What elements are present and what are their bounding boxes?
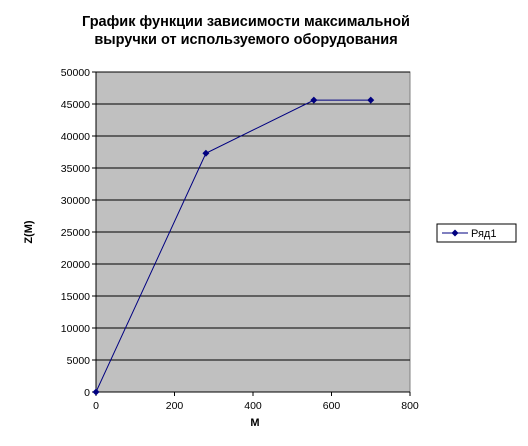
x-tick-label: 600	[323, 400, 341, 412]
x-tick-label: 400	[244, 400, 262, 412]
y-tick-label: 15000	[61, 291, 90, 303]
y-axis-label: Z(M)	[23, 220, 35, 244]
series-line	[95, 99, 371, 393]
y-tick-label: 10000	[61, 323, 90, 335]
chart-title-line-2: выручки от используемого оборудования	[94, 32, 397, 48]
y-tick-label: 20000	[61, 259, 90, 271]
y-tick-label: 40000	[61, 131, 90, 143]
x-axis-label: M	[250, 417, 259, 429]
x-tick-label: 800	[401, 400, 419, 412]
x-axis-ticks: 0 200 400 600 800	[93, 72, 419, 412]
y-tick-label: 0	[84, 387, 90, 399]
legend: Ряд1	[436, 223, 517, 243]
data-point	[202, 149, 210, 157]
chart-title-line-1: График функции зависимости максимальной	[82, 14, 410, 30]
y-tick-label: 25000	[61, 227, 90, 239]
x-tick-label: 200	[166, 400, 184, 412]
y-tick-label: 35000	[61, 163, 90, 175]
data-point	[367, 96, 375, 104]
x-tick-label: 0	[93, 400, 99, 412]
y-axis-ticks: 0 5000 10000 15000 20000 25000 30000 35000 40000…	[61, 67, 96, 399]
data-point	[310, 96, 318, 104]
series-layer	[92, 96, 375, 396]
y-tick-label: 50000	[61, 67, 90, 79]
legend-series-name: Ряд1	[471, 228, 496, 240]
legend-box	[436, 223, 517, 243]
y-tick-label: 5000	[67, 355, 91, 367]
y-tick-label: 45000	[61, 99, 90, 111]
data-point	[92, 388, 100, 396]
y-tick-label: 30000	[61, 195, 90, 207]
legend-series-marker	[451, 229, 459, 237]
